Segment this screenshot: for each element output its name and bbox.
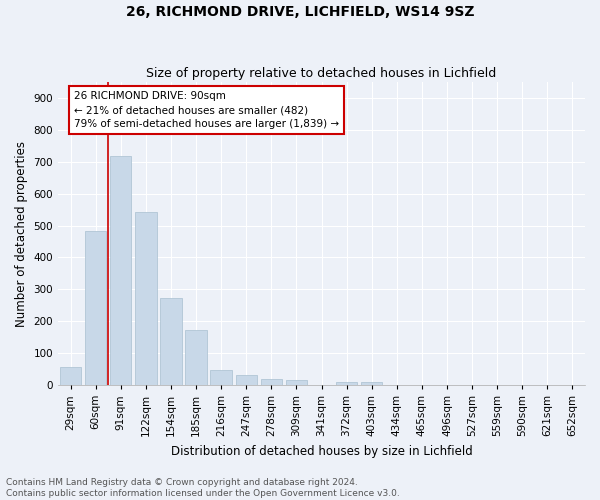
Bar — [260, 380, 282, 385]
Title: Size of property relative to detached houses in Lichfield: Size of property relative to detached ho… — [146, 66, 497, 80]
Y-axis label: Number of detached properties: Number of detached properties — [15, 140, 28, 326]
Bar — [60, 367, 81, 385]
Bar — [185, 330, 207, 385]
Bar — [110, 156, 131, 385]
Bar — [286, 380, 307, 385]
Bar — [85, 232, 106, 385]
Bar — [135, 212, 157, 385]
Bar — [160, 298, 182, 385]
X-axis label: Distribution of detached houses by size in Lichfield: Distribution of detached houses by size … — [170, 444, 472, 458]
Bar — [361, 382, 382, 385]
Bar — [211, 370, 232, 385]
Bar — [336, 382, 357, 385]
Text: 26 RICHMOND DRIVE: 90sqm
← 21% of detached houses are smaller (482)
79% of semi-: 26 RICHMOND DRIVE: 90sqm ← 21% of detach… — [74, 91, 339, 129]
Text: 26, RICHMOND DRIVE, LICHFIELD, WS14 9SZ: 26, RICHMOND DRIVE, LICHFIELD, WS14 9SZ — [126, 5, 474, 19]
Bar — [236, 375, 257, 385]
Text: Contains HM Land Registry data © Crown copyright and database right 2024.
Contai: Contains HM Land Registry data © Crown c… — [6, 478, 400, 498]
